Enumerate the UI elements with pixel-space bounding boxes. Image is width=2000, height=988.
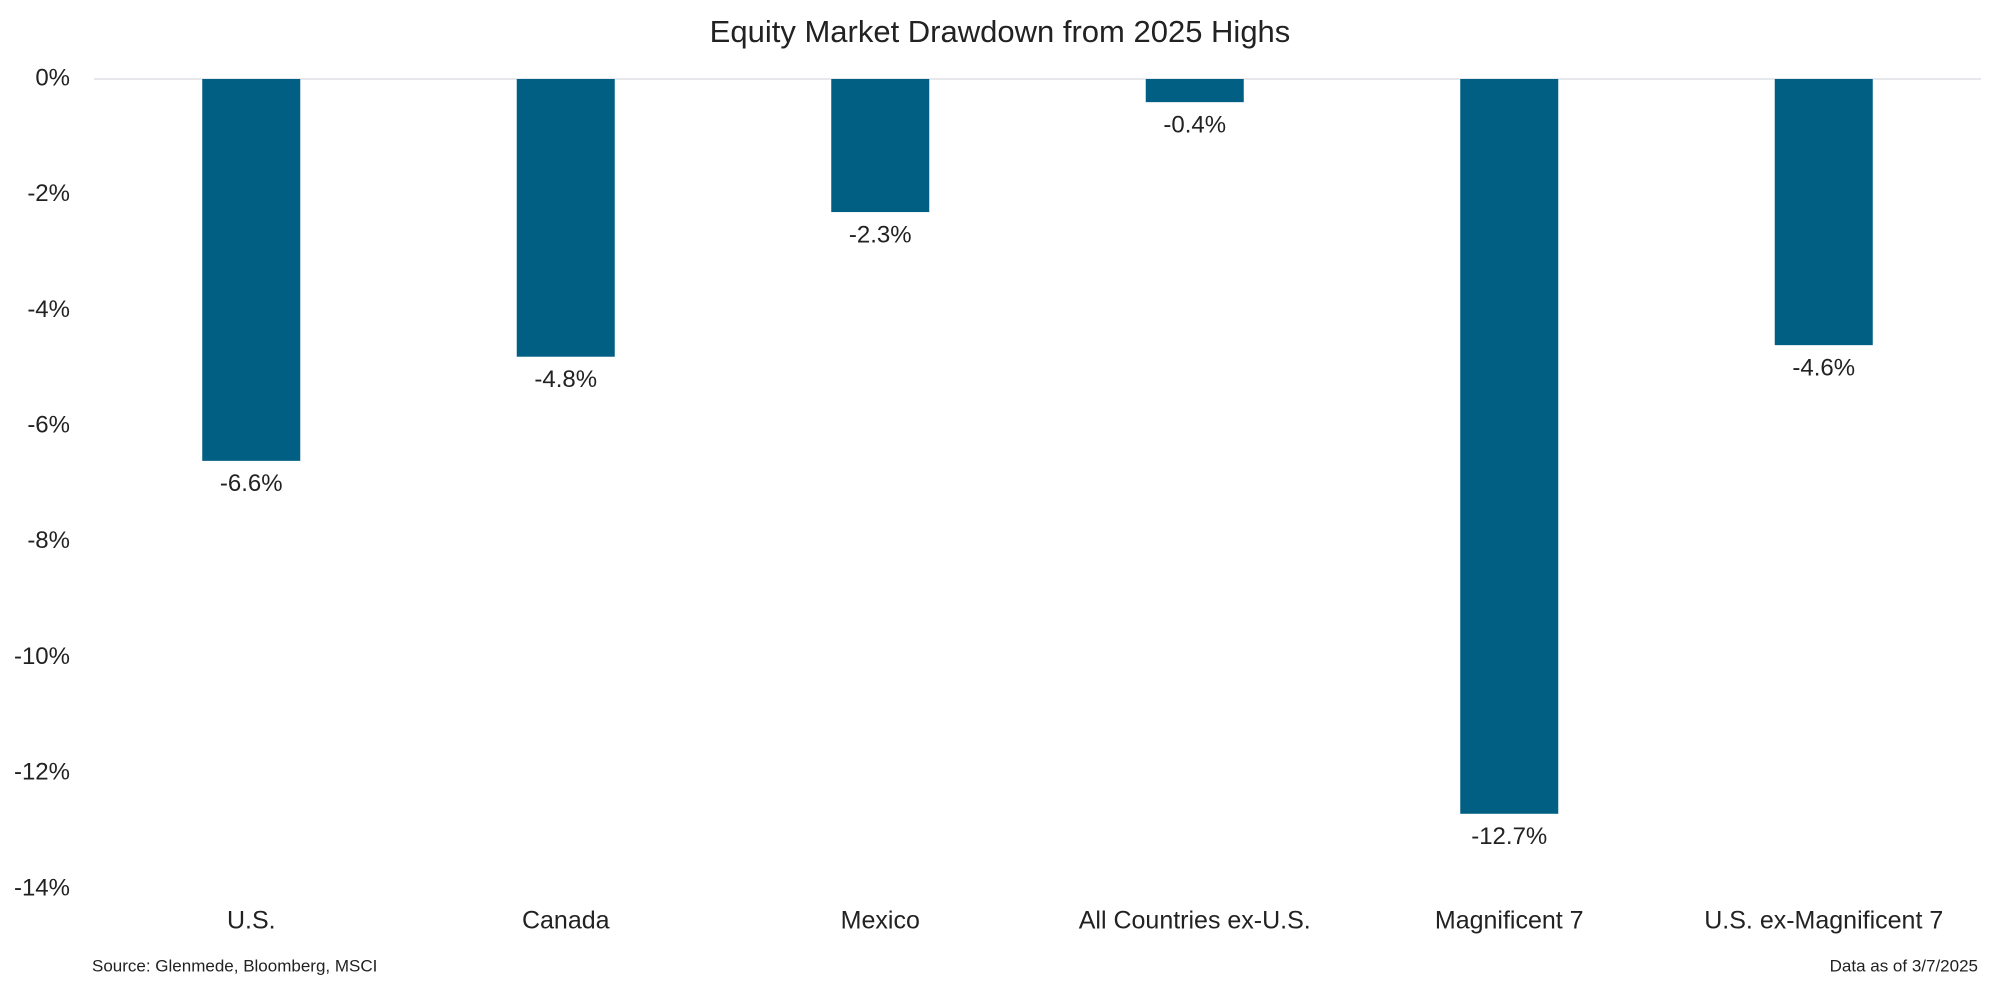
bar <box>1774 79 1873 346</box>
x-tick-label: Canada <box>522 907 610 935</box>
chart-title: Equity Market Drawdown from 2025 Highs <box>710 14 1291 49</box>
bar <box>1145 79 1244 103</box>
y-tick-label: 0% <box>35 64 70 91</box>
data-label: -2.3% <box>849 221 912 248</box>
y-tick-label: -10% <box>14 643 70 670</box>
x-tick-label: Magnificent 7 <box>1435 907 1584 935</box>
data-label: -12.7% <box>1471 823 1547 850</box>
y-tick-label: -2% <box>27 180 70 207</box>
x-tick-label: U.S. <box>227 907 276 935</box>
y-tick-label: -14% <box>14 874 70 901</box>
x-tick-label: Mexico <box>841 907 920 935</box>
bar <box>516 79 615 357</box>
data-label: -4.8% <box>534 366 597 393</box>
bar <box>202 79 301 461</box>
y-tick-label: -8% <box>27 527 70 554</box>
y-tick-label: -6% <box>27 411 70 438</box>
data-label: -4.6% <box>1792 354 1855 381</box>
y-tick-label: -4% <box>27 296 70 323</box>
bar <box>831 79 930 213</box>
x-tick-label: U.S. ex-Magnificent 7 <box>1704 907 1943 935</box>
data-label: -0.4% <box>1163 111 1226 138</box>
source-note: Source: Glenmede, Bloomberg, MSCI <box>92 956 377 975</box>
data-label: -6.6% <box>220 470 283 497</box>
x-tick-label: All Countries ex-U.S. <box>1079 907 1311 935</box>
date-note: Data as of 3/7/2025 <box>1830 956 1978 975</box>
y-tick-label: -12% <box>14 759 70 786</box>
bar <box>1460 79 1559 814</box>
